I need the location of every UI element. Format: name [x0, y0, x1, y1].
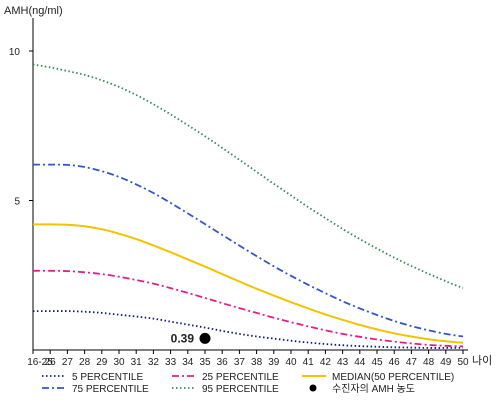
x-tick-label: 29: [96, 357, 108, 368]
x-tick-label: 34: [182, 357, 194, 368]
x-tick-label: 49: [440, 357, 452, 368]
y-tick-label: 5: [14, 197, 20, 208]
x-tick-label: 33: [165, 357, 177, 368]
legend: 5 PERCENTILE 25 PERCENTILE MEDIAN(50 PERCE…: [42, 372, 454, 395]
x-tick-label: 27: [62, 357, 74, 368]
legend-swatch-patient: [309, 384, 317, 392]
patient-amh-point: [199, 332, 211, 344]
x-axis-title: 나이: [472, 354, 492, 367]
legend-label-patient: 수진자의 AMH 농도: [332, 383, 415, 395]
x-tick-label: 35: [199, 357, 211, 368]
legend-label-p95: 95 PERCENTILE: [202, 384, 279, 395]
legend-label-p75: 75 PERCENTILE: [72, 384, 149, 395]
series-lines: [32, 63, 464, 349]
x-tick-label: 32: [148, 357, 160, 368]
x-tick-label: 37: [234, 357, 246, 368]
x-tick-label: 48: [423, 357, 435, 368]
x-tick-label: 16-25: [27, 357, 53, 368]
y-tick-label: 10: [9, 47, 21, 58]
patient-marker-group: 0.39: [171, 331, 211, 345]
y-axis-title: AMH(ng/ml): [4, 5, 63, 17]
x-tick-label: 40: [285, 357, 297, 368]
series-line-p50: [33, 223, 464, 344]
series-line-p5: [33, 310, 463, 349]
x-tick-label: 47: [406, 357, 418, 368]
series-line-p25: [32, 269, 464, 348]
series-line-p95: [32, 63, 464, 289]
x-tick-label: 36: [217, 357, 229, 368]
legend-label-p25: 25 PERCENTILE: [202, 372, 279, 383]
x-tick-label: 28: [79, 357, 91, 368]
patient-amh-data-label: 0.39: [171, 331, 195, 345]
x-tick-label: 41: [303, 357, 315, 368]
y-tick-group: 5 10: [9, 47, 33, 208]
x-tick-label: 26: [45, 357, 57, 368]
x-tick-label: 44: [354, 357, 366, 368]
x-tick-label: 30: [113, 357, 125, 368]
legend-label-p5: 5 PERCENTILE: [72, 372, 143, 383]
x-tick-label: 42: [320, 357, 332, 368]
x-tick-label: 39: [268, 357, 280, 368]
x-tick-label: 45: [371, 357, 383, 368]
legend-label-p50: MEDIAN(50 PERCENTILE): [332, 372, 454, 383]
x-tick-label: 46: [389, 357, 401, 368]
x-tick-label: 43: [337, 357, 349, 368]
x-tick-label: 31: [131, 357, 143, 368]
x-tick-label: 50: [457, 357, 469, 368]
x-tick-label: 38: [251, 357, 263, 368]
series-line-p75: [32, 163, 464, 338]
